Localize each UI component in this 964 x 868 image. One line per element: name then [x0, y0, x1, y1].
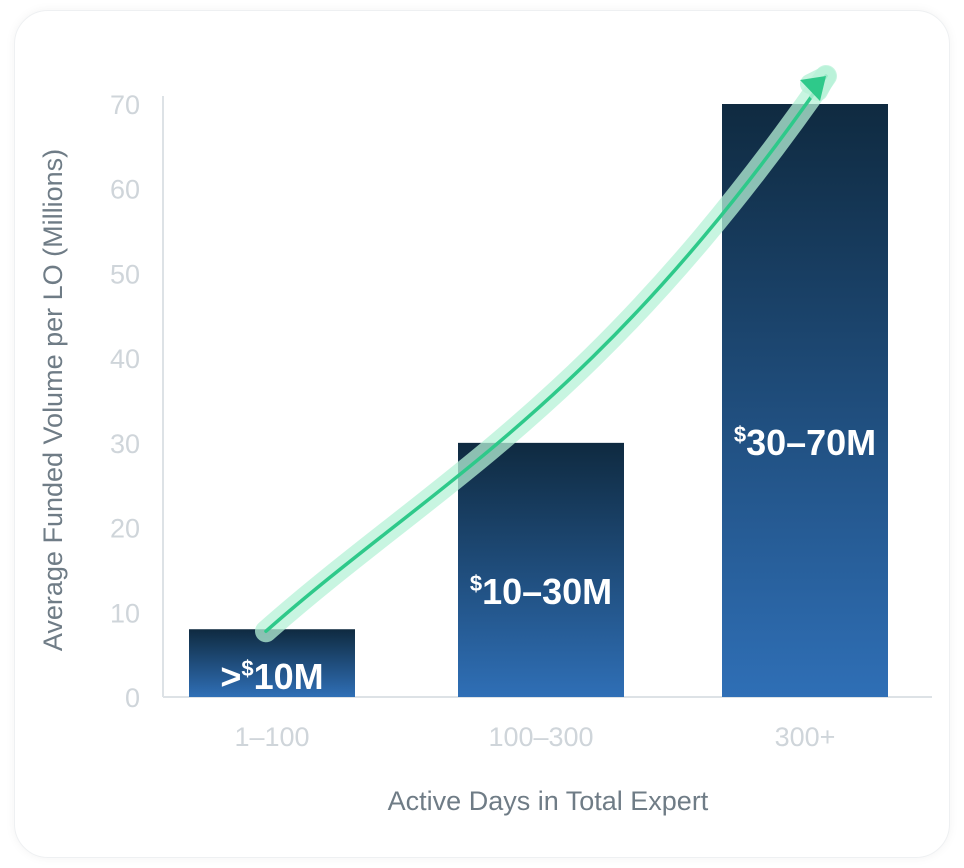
- y-tick-label: 60: [110, 175, 140, 205]
- x-tick-label: 1–100: [234, 722, 309, 752]
- y-tick-label: 20: [110, 514, 140, 544]
- x-tick-label: 300+: [775, 722, 836, 752]
- y-tick-label: 50: [110, 259, 140, 289]
- y-tick-label: 70: [110, 90, 140, 120]
- bar-value-label: >$10M: [220, 656, 323, 697]
- y-tick-label: 40: [110, 344, 140, 374]
- y-axis-title: Average Funded Volume per LO (Millions): [38, 149, 68, 651]
- y-axis-ticks: 0 10 20 30 40 50 60 70: [110, 90, 140, 713]
- bar-value-label: $30–70M: [734, 422, 876, 463]
- y-tick-label: 30: [110, 429, 140, 459]
- y-tick-label: 0: [125, 683, 140, 713]
- bar-value-label: $10–30M: [470, 571, 612, 612]
- bars: >$10M $10–30M $30–70M: [189, 104, 888, 697]
- bar: [189, 629, 355, 697]
- y-tick-label: 10: [110, 598, 140, 628]
- bar: [722, 104, 888, 697]
- x-tick-label: 100–300: [488, 722, 593, 752]
- trend-arrow-icon: [255, 65, 837, 643]
- x-axis-title: Active Days in Total Expert: [388, 786, 709, 816]
- x-axis-ticks: 1–100 100–300 300+: [234, 722, 835, 752]
- bar: [458, 442, 624, 697]
